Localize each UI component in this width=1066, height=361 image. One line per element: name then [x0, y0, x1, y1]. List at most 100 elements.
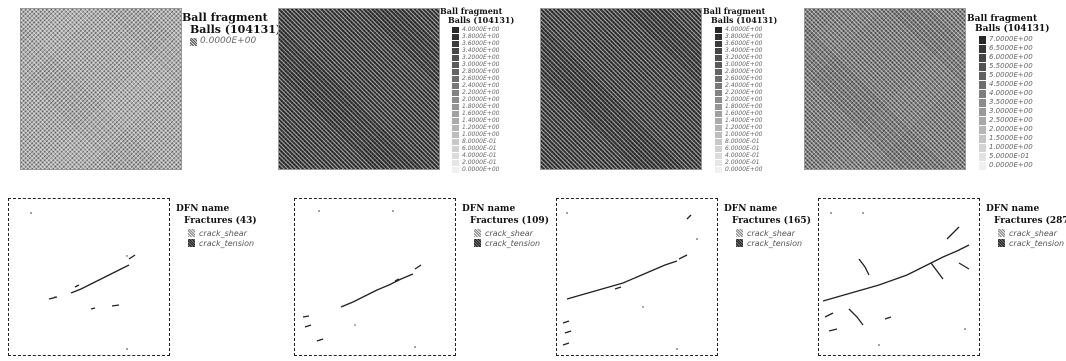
legend-item: 1.8000E+00	[715, 103, 777, 110]
color-swatch	[452, 54, 459, 61]
legend-value: 2.8000E+00	[462, 68, 500, 75]
legend-value: 1.8000E+00	[462, 103, 500, 110]
legend-item: 0.0000E+00	[452, 166, 514, 173]
legend-subtitle: Fractures (43)	[184, 216, 257, 226]
legend-value: 2.4000E+00	[725, 82, 763, 89]
ball-fragment-legend-1: Ball fragment Balls (104131) 0.0000E+00	[182, 12, 281, 46]
legend-title: DFN name	[724, 204, 778, 214]
tension-swatch	[188, 239, 195, 247]
legend-value: 6.0000E+00	[989, 53, 1033, 61]
color-swatch	[979, 71, 986, 80]
color-swatch	[715, 40, 722, 47]
legend-value: 4.0000E-01	[462, 152, 497, 159]
legend-value: 8.0000E-01	[462, 138, 497, 145]
legend-label: crack_tension	[1009, 238, 1065, 248]
legend-label: crack_tension	[485, 238, 541, 248]
color-swatch	[452, 166, 459, 173]
legend-value: 8.0000E-01	[725, 138, 760, 145]
legend-item: 3.4000E+00	[715, 47, 777, 54]
legend-value: 2.0000E+00	[725, 96, 763, 103]
color-swatch	[715, 103, 722, 110]
color-swatch	[452, 138, 459, 145]
color-swatch	[715, 110, 722, 117]
color-swatch	[452, 68, 459, 75]
legend-value-list: crack_shear crack_tension	[986, 228, 1066, 248]
legend-item: 2.0000E+00	[979, 125, 1050, 134]
legend-value: 2.6000E+00	[725, 75, 763, 82]
tension-swatch	[998, 239, 1005, 247]
color-swatch	[452, 117, 459, 124]
color-swatch	[452, 82, 459, 89]
color-swatch	[715, 138, 722, 145]
legend-value: 3.0000E+00	[989, 107, 1033, 115]
legend-title: DFN name	[462, 204, 516, 214]
legend-label: crack_shear	[199, 228, 247, 238]
legend-value: 5.0000E-01	[989, 152, 1030, 160]
color-swatch	[452, 61, 459, 68]
legend-title: Ball fragment	[182, 11, 268, 24]
legend-value: 1.8000E+00	[725, 103, 763, 110]
legend-value: 2.0000E+00	[462, 96, 500, 103]
legend-item-shear: crack_shear	[188, 228, 257, 238]
legend-item: 1.0000E+00	[715, 131, 777, 138]
color-swatch	[715, 166, 722, 173]
legend-value: 0.0000E+00	[200, 36, 257, 46]
legend-value: 5.5000E+00	[989, 62, 1033, 70]
color-swatch	[979, 62, 986, 71]
legend-item: 0.0000E+00	[979, 161, 1050, 170]
shear-swatch	[474, 229, 481, 237]
legend-item: 4.0000E-01	[715, 152, 777, 159]
color-swatch	[452, 152, 459, 159]
legend-value: 2.8000E+00	[725, 68, 763, 75]
legend-title: DFN name	[986, 204, 1040, 214]
legend-item-tension: crack_tension	[474, 238, 549, 248]
legend-value: 0.0000E+00	[725, 166, 763, 173]
legend-value: 7.0000E+00	[989, 35, 1033, 43]
legend-item: 5.5000E+00	[979, 62, 1050, 71]
color-swatch	[452, 103, 459, 110]
legend-item: 6.0000E-01	[715, 145, 777, 152]
legend-item: 2.0000E-01	[452, 159, 514, 166]
dfn-fracture-plot-3	[556, 198, 718, 356]
color-swatch	[715, 54, 722, 61]
legend-value: 0.0000E+00	[989, 161, 1033, 169]
dfn-fracture-plot-4	[818, 198, 980, 356]
legend-item: 3.0000E+00	[452, 61, 514, 68]
legend-item: 3.0000E+00	[715, 61, 777, 68]
color-swatch	[715, 82, 722, 89]
legend-value: 3.6000E+00	[725, 40, 763, 47]
legend-value: 2.5000E+00	[989, 116, 1033, 124]
legend-value: 2.0000E-01	[725, 159, 760, 166]
legend-item: 1.0000E+00	[452, 131, 514, 138]
legend-value: 2.6000E+00	[462, 75, 500, 82]
color-swatch	[452, 96, 459, 103]
legend-item-tension: crack_tension	[998, 238, 1066, 248]
legend-label: crack_tension	[747, 238, 803, 248]
legend-value: 1.6000E+00	[462, 110, 500, 117]
ball-fragment-legend-4: Ball fragment Balls (104131) 7.0000E+00 6…	[967, 14, 1050, 170]
legend-subtitle: Balls (104131)	[190, 23, 282, 36]
legend-item-tension: crack_tension	[188, 238, 257, 248]
legend-value-list: crack_shear crack_tension	[724, 228, 811, 248]
legend-value: 1.4000E+00	[462, 117, 500, 124]
color-swatch	[979, 143, 986, 152]
legend-item: 6.5000E+00	[979, 44, 1050, 53]
legend-item: 4.5000E+00	[979, 80, 1050, 89]
legend-item: 2.6000E+00	[715, 75, 777, 82]
legend-subtitle: Fractures (109)	[470, 216, 549, 226]
dfn-legend-4: DFN name Fractures (287) crack_shear cra…	[986, 203, 1066, 248]
legend-item: 6.0000E+00	[979, 53, 1050, 62]
color-swatch	[979, 98, 986, 107]
color-swatch	[452, 33, 459, 40]
color-swatch	[715, 152, 722, 159]
legend-value: 3.2000E+00	[725, 54, 763, 61]
legend-item: 8.0000E-01	[452, 138, 514, 145]
color-swatch	[452, 145, 459, 152]
legend-value: 1.0000E+00	[989, 143, 1033, 151]
legend-value: 6.0000E-01	[725, 145, 760, 152]
legend-subtitle: Balls (104131)	[711, 15, 778, 25]
color-swatch	[715, 61, 722, 68]
legend-value: 3.6000E+00	[462, 40, 500, 47]
color-swatch	[715, 68, 722, 75]
legend-item: 0.0000E+00	[190, 37, 281, 46]
